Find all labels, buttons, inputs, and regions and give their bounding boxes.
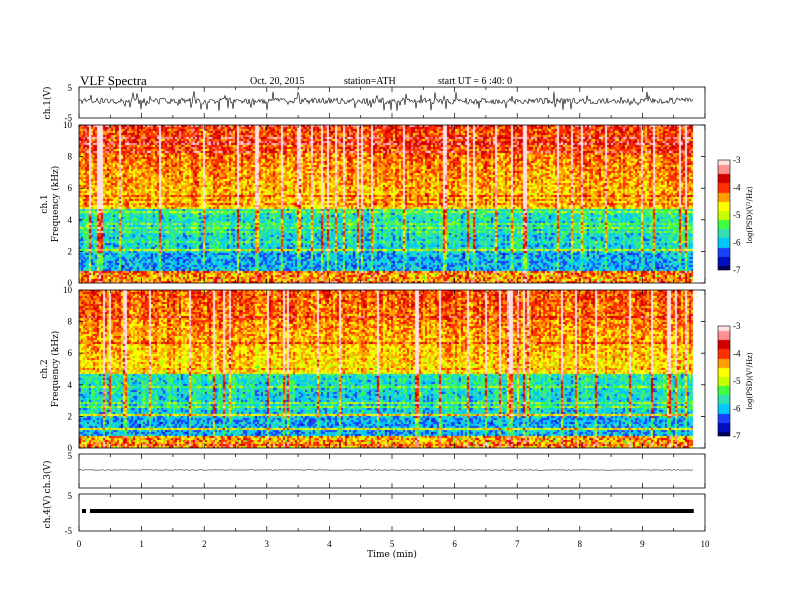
x-tick-label: 5 (390, 539, 395, 549)
ch1-waveform-ylabel: ch.1(V) (42, 87, 53, 120)
ch1-colorbar-tick: -5 (733, 210, 741, 220)
ch1-ytick-top: 5 (68, 83, 73, 93)
ch1-spectrogram-ylabel: Frequency (kHz) (50, 166, 61, 243)
ch3-waveform-line (79, 468, 694, 472)
ch1-spectrogram-channel-label: ch.1 (40, 194, 50, 213)
ch2-colorbar-tick: -7 (733, 431, 741, 441)
ch4-waveform-panel: 5 -5 ch.4(V) (42, 491, 706, 536)
ch1-spectrogram-image (79, 125, 705, 283)
ch1-ytick-label: 8 (68, 152, 73, 162)
ch1-ytick-label: 4 (68, 215, 73, 225)
ch2-ytick-label: 4 (68, 380, 73, 390)
station-label: station=ATH (344, 76, 396, 87)
x-tick-label: 6 (452, 539, 457, 549)
x-tick-label: 3 (265, 539, 270, 549)
ch2-spectrogram-ylabel: Frequency (kHz) (50, 331, 61, 408)
x-tick-label: 0 (77, 539, 82, 549)
date-label: Oct. 20, 2015 (250, 76, 304, 87)
x-tick-label: 2 (202, 539, 207, 549)
ch3-waveform-ylabel: ch.3(V) (42, 461, 53, 494)
start-time-label: start UT = 6 :40: 0 (438, 76, 512, 87)
ch2-colorbar-tick: -6 (733, 404, 741, 414)
ch1-waveform-panel: 5 -5 ch.1(V) (42, 83, 706, 123)
ch4-ytick-top: 5 (68, 491, 73, 501)
x-tick-label: 10 (701, 539, 711, 549)
ch1-colorbar-label: log(PSD)(V²/Hz) (746, 186, 754, 243)
ch2-ytick-label: 6 (68, 348, 73, 358)
ch1-colorbar-tick: -4 (733, 183, 741, 193)
x-tick-label: 1 (139, 539, 144, 549)
ch2-ytick-label: 8 (68, 317, 73, 327)
ch2-ytick-label: 10 (63, 285, 73, 295)
ch1-colorbar-tick: -7 (733, 265, 741, 275)
ch2-ytick-label: 2 (68, 411, 73, 421)
ch4-gap-marker (86, 509, 90, 513)
ch1-ytick-label: 0 (68, 278, 73, 288)
ch1-colorbar (718, 160, 730, 270)
ch3-waveform-frame (78, 453, 706, 489)
ch3-waveform-panel: 5 ch.3(V) (42, 451, 706, 494)
ch2-colorbar-label: log(PSD)(V²/Hz) (746, 352, 754, 409)
ch1-ytick-bottom: -5 (65, 113, 73, 123)
ch2-colorbar-tick: -5 (733, 376, 741, 386)
ch1-ytick-label: 6 (68, 183, 73, 193)
ch1-colorbar-tick: -6 (733, 238, 741, 248)
ch4-ytick-bottom: -5 (65, 526, 73, 536)
ch2-colorbar-tick: -3 (733, 321, 741, 331)
x-axis-label: Time (min) (367, 549, 417, 560)
ch1-colorbar-tick: -3 (733, 155, 741, 165)
ch1-colorbar-frame (717, 159, 731, 271)
ch3-ytick-top: 5 (68, 451, 73, 461)
ch2-ytick-label: 0 (68, 443, 73, 453)
x-tick-label: 7 (515, 539, 520, 549)
x-tick-label: 8 (578, 539, 583, 549)
ch2-colorbar (718, 326, 730, 436)
ch2-spectrogram-channel-label: ch.2 (40, 359, 50, 378)
figure-title: VLF Spectra (80, 73, 147, 88)
ch1-ytick-label: 10 (63, 120, 73, 130)
ch2-colorbar-frame (717, 325, 731, 437)
ch1-ytick-label: 2 (68, 246, 73, 256)
x-tick-label: 4 (327, 539, 332, 549)
x-tick-label: 9 (640, 539, 645, 549)
ch4-waveform-ylabel: ch.4(V) (42, 496, 53, 529)
ch2-colorbar-tick: -4 (733, 349, 741, 359)
ch2-spectrogram-image (79, 290, 705, 448)
ch1-waveform-line (78, 91, 694, 111)
